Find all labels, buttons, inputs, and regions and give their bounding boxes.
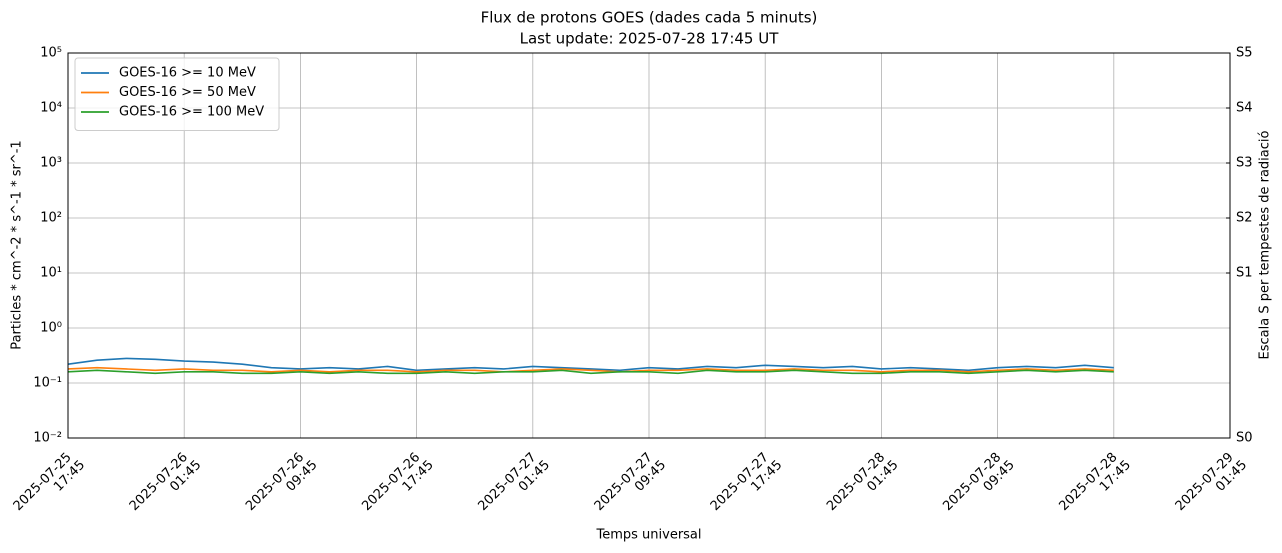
x-tick-label: 2025-07-25 17:45 (10, 447, 88, 525)
y2-tick-label: S3 (1236, 156, 1253, 171)
y-tick-label: 10⁻² (33, 431, 62, 446)
x-tick-label: 2025-07-26 01:45 (127, 447, 205, 525)
x-axis-label: Temps universal (595, 528, 701, 543)
y-tick-label: 10³ (40, 156, 62, 171)
data-line (67, 369, 1114, 375)
y2-tick-label: S1 (1236, 266, 1253, 281)
x-tick-label: 2025-07-26 09:45 (243, 447, 321, 525)
x-tick-label: 2025-07-28 09:45 (940, 447, 1018, 525)
legend-label: GOES-16 >= 10 MeV (119, 66, 256, 81)
y-tick-label: 10⁰ (40, 321, 62, 336)
legend-box (74, 57, 280, 131)
y2-tick-label: S0 (1236, 431, 1253, 446)
data-line (67, 366, 1114, 373)
x-tick-label: 2025-07-27 17:45 (708, 447, 786, 525)
grid (67, 52, 1231, 439)
x-tick-label: 2025-07-26 17:45 (359, 447, 437, 525)
x-tick-label: 2025-07-27 09:45 (591, 447, 669, 525)
y-axis-label: Particles * cm^-2 * s^-1 * sr^-1 (10, 140, 25, 349)
chart-subtitle: Last update: 2025-07-28 17:45 UT (520, 30, 780, 48)
legend-label: GOES-16 >= 50 MeV (119, 85, 256, 100)
y-tick-label: 10¹ (40, 266, 62, 281)
data-line (67, 357, 1114, 372)
y-tick-label: 10⁴ (40, 101, 62, 116)
y-tick-label: 10⁻¹ (33, 376, 62, 391)
x-tick-label: 2025-07-28 01:45 (824, 447, 902, 525)
x-tick-label: 2025-07-29 01:45 (1172, 447, 1250, 525)
y2-tick-label: S4 (1236, 101, 1253, 116)
y2-tick-label: S5 (1236, 46, 1253, 61)
chart-title: Flux de protons GOES (dades cada 5 minut… (481, 9, 818, 27)
y-tick-label: 10² (40, 211, 62, 226)
y2-axis-label: Escala S per tempestes de radiació (1258, 130, 1273, 359)
x-tick-label: 2025-07-28 17:45 (1056, 447, 1134, 525)
y2-tick-label: S2 (1236, 211, 1253, 226)
x-tick-label: 2025-07-27 01:45 (475, 447, 553, 525)
legend-label: GOES-16 >= 100 MeV (119, 105, 264, 120)
plot-frame (67, 52, 1231, 439)
y-tick-label: 10⁵ (40, 46, 62, 61)
